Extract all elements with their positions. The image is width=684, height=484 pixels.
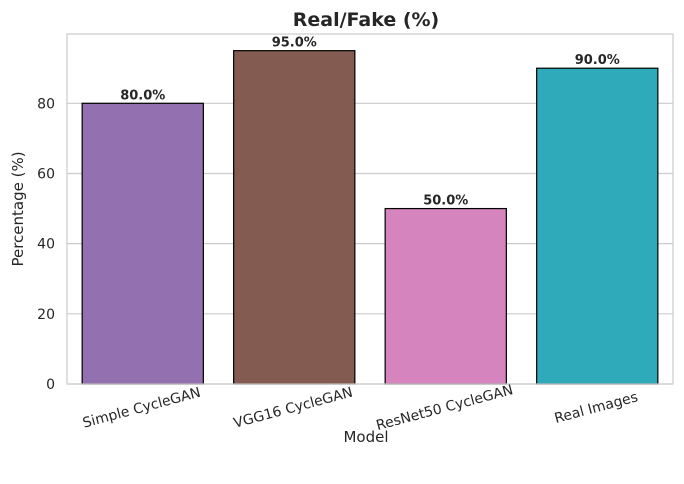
x-axis-label: Model [343, 428, 388, 446]
bar-vgg16-cyclegan [233, 50, 356, 385]
y-tick-labels: 0 20 40 60 80 [37, 96, 55, 393]
plot-frame [66, 33, 674, 385]
x-tick-label: Simple CycleGAN [81, 385, 202, 432]
y-tick-label: 20 [37, 307, 55, 323]
y-tick-label: 80 [37, 96, 55, 112]
y-axis-label: Percentage (%) [9, 151, 27, 266]
x-tick-label: Real Images [553, 389, 640, 427]
bar-value-label: 90.0% [575, 53, 620, 68]
x-tick-label: VGG16 CycleGAN [232, 385, 355, 432]
y-tick-label: 0 [46, 377, 55, 393]
bar-value-label: 50.0% [423, 194, 468, 209]
bar-value-label: 80.0% [120, 88, 165, 103]
bar-value-label: 95.0% [272, 36, 317, 51]
y-tick-label: 60 [37, 166, 55, 182]
bar-resnet50-cyclegan [384, 207, 507, 385]
y-tick-label: 40 [37, 237, 55, 253]
bars [81, 50, 659, 385]
data-labels: 80.0% 95.0% 50.0% 90.0% [120, 36, 620, 209]
x-tick-label: ResNet50 CycleGAN [375, 382, 515, 434]
chart-title: Real/Fake (%) [293, 9, 440, 31]
x-tick-labels: Simple CycleGAN VGG16 CycleGAN ResNet50 Cy… [81, 382, 640, 434]
bar-simple-cyclegan [81, 102, 204, 385]
bar-real-images [536, 67, 659, 385]
